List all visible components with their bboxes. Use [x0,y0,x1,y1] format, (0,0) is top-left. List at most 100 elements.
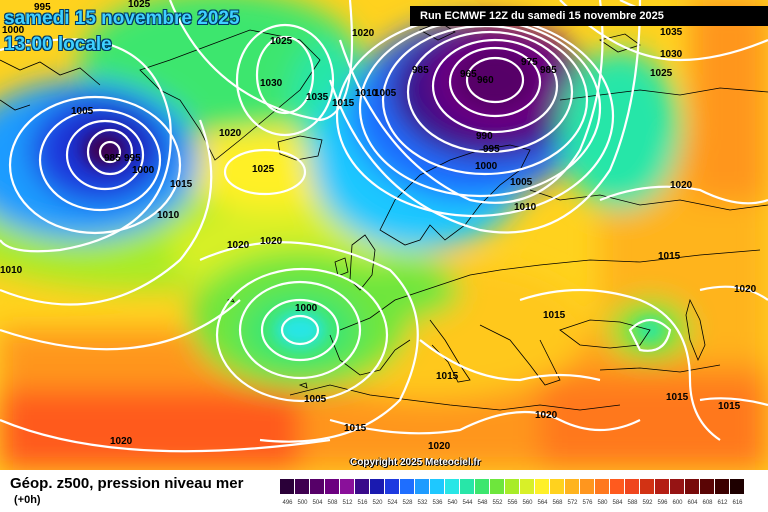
scale-swatch [445,479,460,494]
isobar-label: 1000 [132,165,155,176]
isobar-label: 1010 [514,202,537,213]
scale-value: 528 [402,500,413,506]
scale-swatch [580,479,595,494]
isobar-label: 1015 [344,423,367,434]
scale-value: 536 [432,500,443,506]
isobar-label: 1020 [227,240,250,251]
scale-value: 504 [312,500,323,506]
isobar-label: 975 [521,57,538,68]
color-scale-labels: 496 500 504 508 512 516 520 524 528 532 536 540 544 5… [280,500,745,506]
scale-value: 512 [342,500,353,506]
scale-swatch [670,479,685,494]
isobar-label: 1005 [510,177,533,188]
isobar-label: 995 [124,153,141,164]
isobar-label: 1000 [2,25,25,36]
scale-swatch [325,479,340,494]
coastlines [0,21,768,411]
isobar-label: 1020 [260,236,283,247]
scale-swatch [730,479,745,494]
isobar-label: 1025 [270,36,293,47]
legend-title: Géop. z500, pression niveau mer [10,475,244,492]
scale-value: 500 [297,500,308,506]
isobar-label: 1010 [0,265,23,276]
isobar-label: 985 [412,65,429,76]
forecast-local-time: 13:00 locale [4,34,112,55]
isobar-label: 1025 [650,68,673,79]
scale-value: 592 [642,500,653,506]
scale-value: 532 [417,500,428,506]
scale-swatch [310,479,325,494]
scale-value: 560 [522,500,533,506]
scale-value: 524 [387,500,398,506]
isobar-label: 1005 [304,394,327,405]
scale-value: 552 [492,500,503,506]
isobar-label: 1020 [219,128,242,139]
scale-value: 516 [357,500,368,506]
legend-subtitle: (+0h) [14,494,41,506]
isobar-label: 985 [104,153,121,164]
isobar-label: 995 [483,144,500,155]
isobar-label: 1020 [110,436,133,447]
isobar-label: 965 [460,69,477,80]
isobar-label: 1030 [260,78,283,89]
isobar-label: 1035 [306,92,329,103]
scale-value: 604 [687,500,698,506]
scale-value: 564 [537,500,548,506]
isobar-label: 1025 [128,0,151,10]
isobar-label: 990 [476,131,493,142]
scale-swatch [610,479,625,494]
isobar-label: 1015 [718,401,741,412]
scale-value: 584 [612,500,623,506]
isobar-label: 1020 [734,284,757,295]
scale-swatch [505,479,520,494]
model-run-banner: Run ECMWF 12Z du samedi 15 novembre 2025 [410,6,768,26]
scale-swatch [550,479,565,494]
isobar-label: 1025 [252,164,275,175]
isobar-label: 1020 [428,441,451,452]
isobar-label: 1015 [658,251,681,262]
isobar-labels: 995 1000 1025 1025 1030 1035 1015 1010 1… [0,0,757,452]
scale-swatch [415,479,430,494]
isobar-label: 995 [34,2,51,13]
isobar-label: 1015 [666,392,689,403]
scale-swatch [700,479,715,494]
scale-value: 612 [717,500,728,506]
isobar-label: 960 [477,75,494,86]
scale-swatch [370,479,385,494]
scale-swatch [280,479,295,494]
scale-value: 544 [462,500,473,506]
scale-swatch [640,479,655,494]
scale-swatch [430,479,445,494]
scale-swatch [340,479,355,494]
scale-value: 540 [447,500,458,506]
z500-field: 995 1000 1025 1025 1030 1035 1015 1010 1… [0,0,768,470]
scale-value: 580 [597,500,608,506]
scale-value: 616 [732,500,743,506]
scale-swatch [520,479,535,494]
forecast-date: samedi 15 novembre 2025 [4,8,240,29]
weather-map: 995 1000 1025 1025 1030 1035 1015 1010 1… [0,0,768,470]
scale-swatch [400,479,415,494]
scale-swatch [655,479,670,494]
copyright-notice: Copyright 2025 Meteociel.fr [350,457,481,468]
scale-value: 600 [672,500,683,506]
isobar-label: 1005 [71,106,94,117]
isobar-label: 1015 [436,371,459,382]
scale-value: 588 [627,500,638,506]
isobar-label: 1005 [374,88,397,99]
isobar-label: 1000 [295,303,318,314]
isobar-label: 1010 [355,88,378,99]
isobar-label: 985 [540,65,557,76]
isobar-label: 1010 [157,210,180,221]
isobar-label: 1035 [660,27,683,38]
scale-value: 572 [567,500,578,506]
scale-value: 576 [582,500,593,506]
scale-value: 608 [702,500,713,506]
scale-value: 596 [657,500,668,506]
scale-swatch [385,479,400,494]
scale-value: 556 [507,500,518,506]
scale-value: 568 [552,500,563,506]
scale-swatch [625,479,640,494]
scale-swatch [490,479,505,494]
scale-swatch [475,479,490,494]
